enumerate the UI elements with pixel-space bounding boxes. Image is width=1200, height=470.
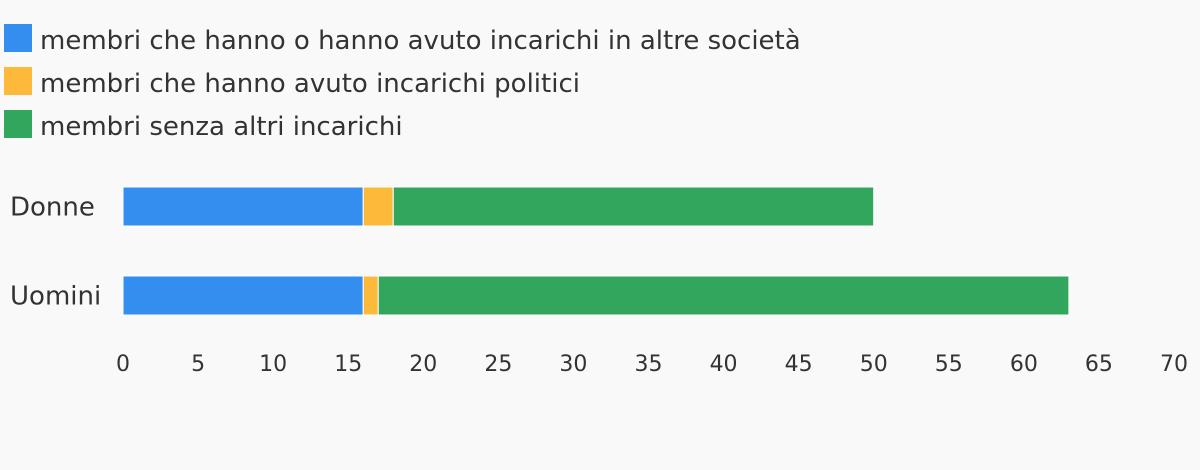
legend-swatch [4, 110, 32, 138]
tick-label: 45 [785, 352, 813, 377]
tick-label: 55 [935, 352, 963, 377]
x-axis-ticks: 0 5 10 15 20 25 30 35 40 45 50 55 60 65 70 [116, 352, 1188, 377]
bar-segment [122, 186, 364, 227]
bar-segment [122, 275, 364, 316]
bars [122, 186, 1070, 316]
bar-segment [377, 275, 1070, 316]
category-label: Donne [10, 193, 95, 223]
tick-label: 65 [1085, 352, 1113, 377]
tick-label: 15 [334, 352, 362, 377]
tick-label: 0 [116, 352, 130, 377]
bar-segment [362, 275, 379, 316]
tick-label: 60 [1010, 352, 1038, 377]
bar-segment [362, 186, 394, 227]
tick-label: 50 [860, 352, 888, 377]
bar-segment [392, 186, 875, 227]
legend-label: membri che hanno avuto incarichi politic… [40, 69, 580, 99]
tick-label: 5 [191, 352, 205, 377]
legend-label: membri che hanno o hanno avuto incarichi… [40, 26, 801, 56]
category-label: Uomini [10, 282, 101, 312]
tick-label: 40 [710, 352, 738, 377]
legend-label: membri senza altri incarichi [40, 112, 403, 142]
category-labels: Donne Uomini [10, 193, 101, 312]
tick-label: 30 [559, 352, 587, 377]
tick-label: 70 [1160, 352, 1188, 377]
legend: membri che hanno o hanno avuto incarichi… [4, 24, 801, 142]
tick-label: 25 [484, 352, 512, 377]
legend-swatch [4, 24, 32, 52]
legend-swatch [4, 67, 32, 95]
tick-label: 10 [259, 352, 287, 377]
tick-label: 20 [409, 352, 437, 377]
tick-label: 35 [635, 352, 663, 377]
